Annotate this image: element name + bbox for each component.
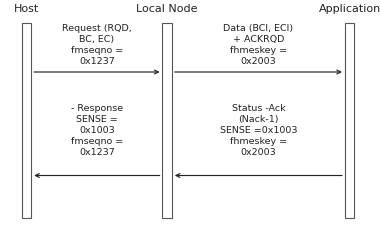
Text: Application: Application: [318, 4, 380, 14]
Text: Request (RQD,
BC, EC)
fmseqno =
0x1237: Request (RQD, BC, EC) fmseqno = 0x1237: [62, 24, 132, 66]
Bar: [162, 22, 172, 218]
Text: Status -Ack
(Nack-1)
SENSE =0x1003
fhmeskey =
0x2003: Status -Ack (Nack-1) SENSE =0x1003 fhmes…: [220, 104, 297, 157]
Text: Host: Host: [14, 4, 39, 14]
Text: Data (BCI, ECI)
+ ACKRQD
fhmeskey =
0x2003: Data (BCI, ECI) + ACKRQD fhmeskey = 0x20…: [223, 24, 293, 66]
Text: Local Node: Local Node: [136, 4, 198, 14]
Bar: [345, 22, 354, 218]
Text: - Response
SENSE =
0x1003
fmseqno =
0x1237: - Response SENSE = 0x1003 fmseqno = 0x12…: [71, 104, 123, 157]
Bar: [22, 22, 32, 218]
